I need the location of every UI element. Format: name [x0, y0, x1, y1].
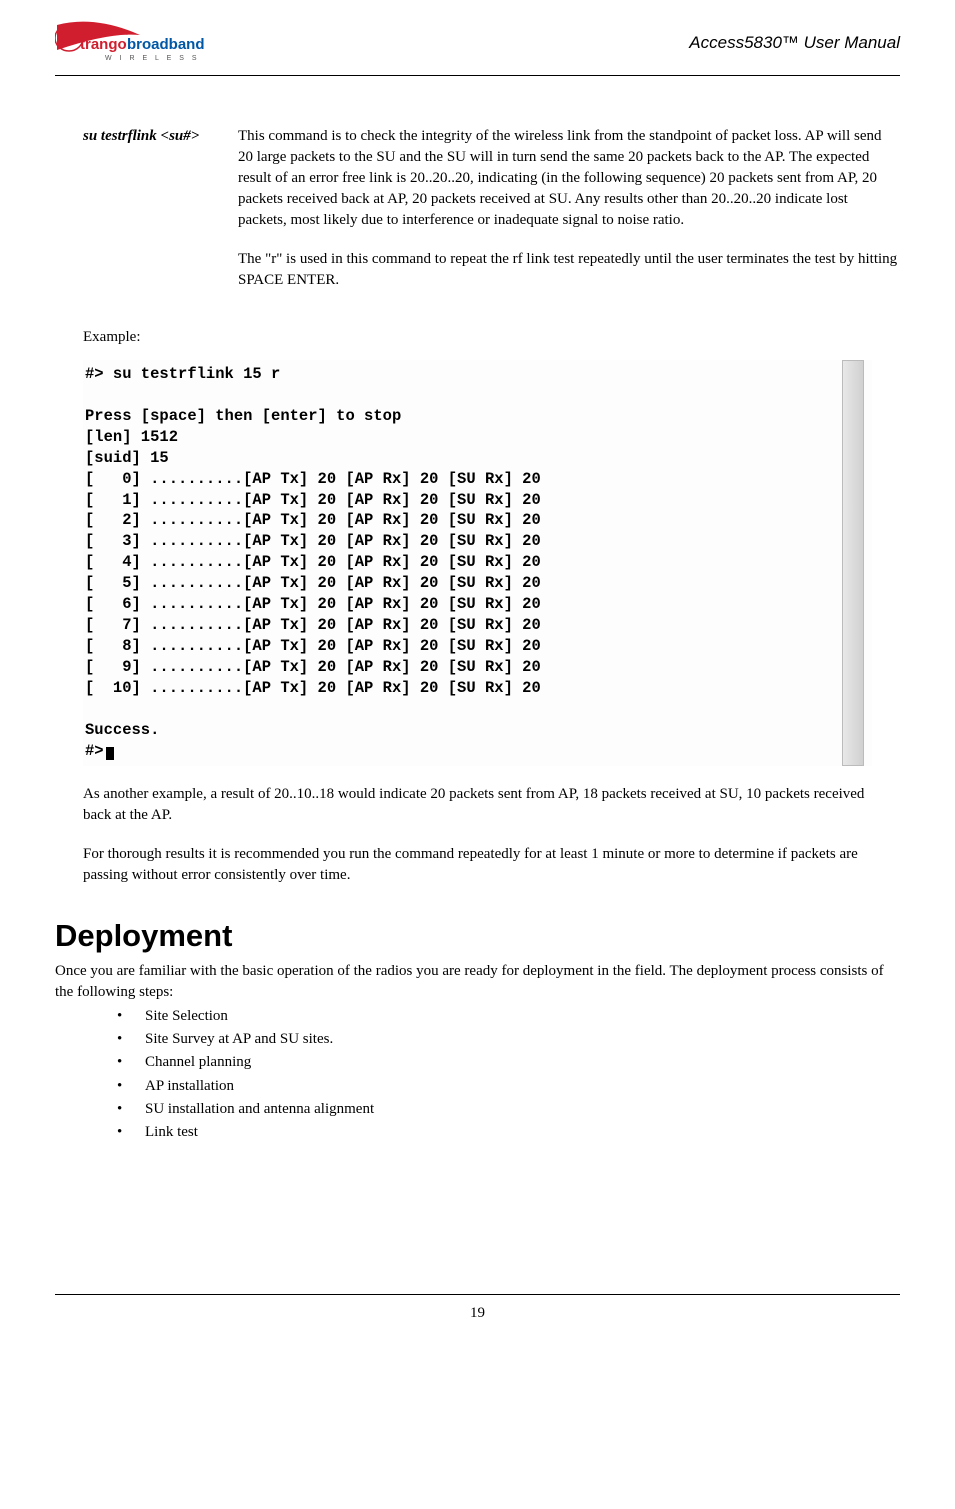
command-description: This command is to check the integrity o… — [238, 126, 900, 309]
list-item: Site Selection — [117, 1005, 900, 1028]
page-footer: 19 — [55, 1294, 900, 1324]
command-desc-p2: The "r" is used in this command to repea… — [238, 249, 900, 291]
command-name: su testrflink <su#> — [83, 126, 238, 309]
scrollbar-shadow — [842, 360, 864, 766]
terminal-output: #> su testrflink 15 r Press [space] then… — [83, 360, 872, 766]
logo-svg: trango broadband W I R E L E S S — [55, 20, 210, 65]
list-item: AP installation — [117, 1075, 900, 1098]
list-item: Link test — [117, 1121, 900, 1144]
deployment-heading: Deployment — [55, 914, 900, 957]
example-label: Example: — [55, 327, 900, 348]
terminal-cursor — [106, 747, 114, 760]
deployment-list: Site Selection Site Survey at AP and SU … — [55, 1005, 900, 1145]
paragraph-recommend: For thorough results it is recommended y… — [55, 844, 900, 886]
list-item: SU installation and antenna alignment — [117, 1098, 900, 1121]
logo-swoosh: trango broadband W I R E L E S S — [55, 20, 210, 65]
header-title: Access5830™ User Manual — [689, 31, 900, 55]
paragraph-example2: As another example, a result of 20..10..… — [55, 784, 900, 826]
svg-text:trango: trango — [80, 36, 127, 53]
page-number: 19 — [470, 1305, 485, 1321]
terminal-container: #> su testrflink 15 r Press [space] then… — [55, 360, 900, 766]
svg-text:broadband: broadband — [127, 36, 205, 53]
list-item: Channel planning — [117, 1051, 900, 1074]
deployment-intro: Once you are familiar with the basic ope… — [55, 961, 900, 1003]
terminal-text: #> su testrflink 15 r Press [space] then… — [85, 365, 541, 760]
command-block: su testrflink <su#> This command is to c… — [55, 126, 900, 309]
command-desc-p1: This command is to check the integrity o… — [238, 126, 900, 231]
list-item: Site Survey at AP and SU sites. — [117, 1028, 900, 1051]
svg-text:W I R E L E S S: W I R E L E S S — [105, 55, 200, 62]
page-header: trango broadband W I R E L E S S Access5… — [55, 20, 900, 76]
logo: trango broadband W I R E L E S S — [55, 20, 210, 65]
